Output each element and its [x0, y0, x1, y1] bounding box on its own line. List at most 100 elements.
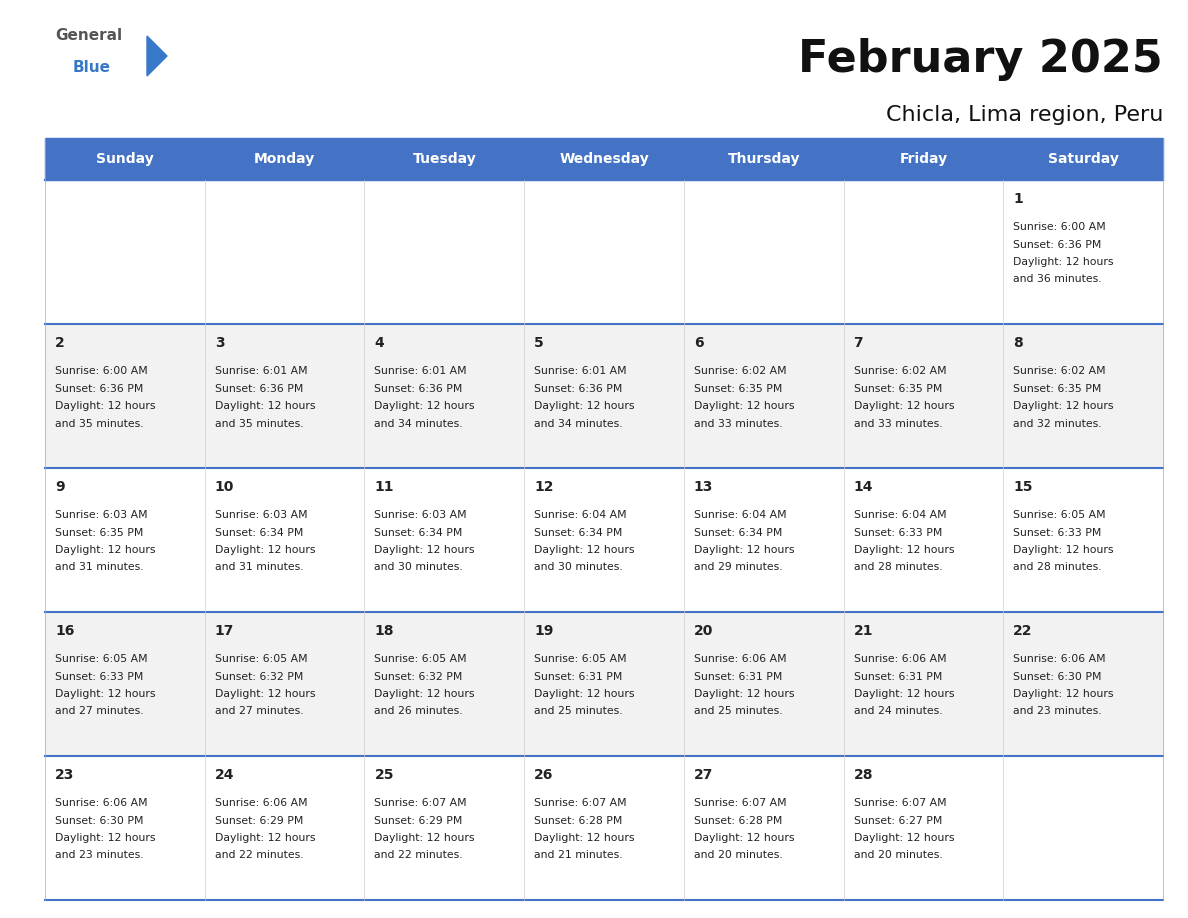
- Text: Sunrise: 6:06 AM: Sunrise: 6:06 AM: [55, 798, 147, 808]
- Text: Sunrise: 6:05 AM: Sunrise: 6:05 AM: [1013, 510, 1106, 520]
- Text: Daylight: 12 hours: Daylight: 12 hours: [694, 689, 795, 699]
- Text: Daylight: 12 hours: Daylight: 12 hours: [853, 689, 954, 699]
- Text: Sunset: 6:34 PM: Sunset: 6:34 PM: [374, 528, 463, 538]
- Polygon shape: [147, 36, 168, 76]
- Text: February 2025: February 2025: [798, 38, 1163, 81]
- Text: Sunset: 6:33 PM: Sunset: 6:33 PM: [55, 671, 144, 681]
- Text: Sunrise: 6:07 AM: Sunrise: 6:07 AM: [853, 798, 946, 808]
- Text: Daylight: 12 hours: Daylight: 12 hours: [1013, 545, 1114, 555]
- Text: 4: 4: [374, 336, 384, 350]
- Text: Tuesday: Tuesday: [412, 152, 476, 166]
- Bar: [45, 324, 1163, 468]
- Text: Sunrise: 6:04 AM: Sunrise: 6:04 AM: [535, 510, 627, 520]
- Text: Daylight: 12 hours: Daylight: 12 hours: [853, 401, 954, 411]
- Text: Sunset: 6:33 PM: Sunset: 6:33 PM: [853, 528, 942, 538]
- Text: Sunset: 6:34 PM: Sunset: 6:34 PM: [535, 528, 623, 538]
- Text: Thursday: Thursday: [727, 152, 800, 166]
- Text: Daylight: 12 hours: Daylight: 12 hours: [853, 545, 954, 555]
- Text: and 33 minutes.: and 33 minutes.: [853, 419, 942, 429]
- Text: Sunset: 6:34 PM: Sunset: 6:34 PM: [215, 528, 303, 538]
- Text: 21: 21: [853, 624, 873, 638]
- Text: Sunrise: 6:05 AM: Sunrise: 6:05 AM: [374, 654, 467, 664]
- Text: Sunrise: 6:00 AM: Sunrise: 6:00 AM: [55, 366, 147, 376]
- Bar: [45, 612, 1163, 756]
- Text: Sunset: 6:31 PM: Sunset: 6:31 PM: [535, 671, 623, 681]
- Text: and 27 minutes.: and 27 minutes.: [215, 707, 303, 717]
- Text: Sunrise: 6:02 AM: Sunrise: 6:02 AM: [694, 366, 786, 376]
- Bar: [45, 468, 1163, 612]
- Bar: [45, 180, 1163, 324]
- Text: Sunset: 6:35 PM: Sunset: 6:35 PM: [694, 384, 782, 394]
- Text: Daylight: 12 hours: Daylight: 12 hours: [535, 545, 634, 555]
- Text: Sunset: 6:30 PM: Sunset: 6:30 PM: [55, 815, 144, 825]
- Text: Daylight: 12 hours: Daylight: 12 hours: [374, 689, 475, 699]
- Text: Sunset: 6:36 PM: Sunset: 6:36 PM: [55, 384, 144, 394]
- Text: and 29 minutes.: and 29 minutes.: [694, 563, 783, 573]
- Text: Sunset: 6:29 PM: Sunset: 6:29 PM: [215, 815, 303, 825]
- Text: Sunrise: 6:03 AM: Sunrise: 6:03 AM: [55, 510, 147, 520]
- Text: Sunset: 6:35 PM: Sunset: 6:35 PM: [853, 384, 942, 394]
- Text: Sunrise: 6:05 AM: Sunrise: 6:05 AM: [215, 654, 308, 664]
- Text: 14: 14: [853, 480, 873, 494]
- Text: Daylight: 12 hours: Daylight: 12 hours: [1013, 689, 1114, 699]
- Text: 27: 27: [694, 768, 713, 782]
- Text: Sunset: 6:33 PM: Sunset: 6:33 PM: [1013, 528, 1101, 538]
- Text: Sunset: 6:35 PM: Sunset: 6:35 PM: [55, 528, 144, 538]
- Text: Daylight: 12 hours: Daylight: 12 hours: [215, 401, 315, 411]
- Text: Sunrise: 6:06 AM: Sunrise: 6:06 AM: [1013, 654, 1106, 664]
- Text: and 28 minutes.: and 28 minutes.: [853, 563, 942, 573]
- Text: and 20 minutes.: and 20 minutes.: [694, 850, 783, 860]
- Text: and 36 minutes.: and 36 minutes.: [1013, 274, 1102, 285]
- Text: Daylight: 12 hours: Daylight: 12 hours: [215, 545, 315, 555]
- Text: 17: 17: [215, 624, 234, 638]
- Bar: [45, 756, 1163, 900]
- Text: Sunrise: 6:05 AM: Sunrise: 6:05 AM: [535, 654, 627, 664]
- Text: Sunset: 6:36 PM: Sunset: 6:36 PM: [374, 384, 463, 394]
- Text: 2: 2: [55, 336, 65, 350]
- Text: 25: 25: [374, 768, 394, 782]
- Text: and 24 minutes.: and 24 minutes.: [853, 707, 942, 717]
- Text: Daylight: 12 hours: Daylight: 12 hours: [1013, 257, 1114, 267]
- Text: Sunset: 6:36 PM: Sunset: 6:36 PM: [1013, 240, 1101, 250]
- Text: Daylight: 12 hours: Daylight: 12 hours: [374, 545, 475, 555]
- Text: Saturday: Saturday: [1048, 152, 1119, 166]
- Text: Daylight: 12 hours: Daylight: 12 hours: [55, 833, 156, 843]
- Text: Sunrise: 6:01 AM: Sunrise: 6:01 AM: [535, 366, 627, 376]
- Text: 26: 26: [535, 768, 554, 782]
- Text: 10: 10: [215, 480, 234, 494]
- Text: 3: 3: [215, 336, 225, 350]
- Text: Sunset: 6:28 PM: Sunset: 6:28 PM: [535, 815, 623, 825]
- Text: Sunrise: 6:07 AM: Sunrise: 6:07 AM: [694, 798, 786, 808]
- Text: Daylight: 12 hours: Daylight: 12 hours: [374, 401, 475, 411]
- Text: Sunset: 6:36 PM: Sunset: 6:36 PM: [215, 384, 303, 394]
- Text: 13: 13: [694, 480, 713, 494]
- Text: and 28 minutes.: and 28 minutes.: [1013, 563, 1102, 573]
- Text: and 33 minutes.: and 33 minutes.: [694, 419, 783, 429]
- Text: and 34 minutes.: and 34 minutes.: [535, 419, 623, 429]
- Text: 9: 9: [55, 480, 64, 494]
- Text: and 25 minutes.: and 25 minutes.: [694, 707, 783, 717]
- Text: Daylight: 12 hours: Daylight: 12 hours: [55, 545, 156, 555]
- Text: 6: 6: [694, 336, 703, 350]
- Text: Sunrise: 6:06 AM: Sunrise: 6:06 AM: [853, 654, 946, 664]
- Text: Daylight: 12 hours: Daylight: 12 hours: [215, 833, 315, 843]
- Text: Sunset: 6:27 PM: Sunset: 6:27 PM: [853, 815, 942, 825]
- Text: Sunrise: 6:04 AM: Sunrise: 6:04 AM: [694, 510, 786, 520]
- Text: and 27 minutes.: and 27 minutes.: [55, 707, 144, 717]
- Text: Sunrise: 6:06 AM: Sunrise: 6:06 AM: [215, 798, 308, 808]
- Text: and 21 minutes.: and 21 minutes.: [535, 850, 623, 860]
- Text: 12: 12: [535, 480, 554, 494]
- Text: Sunrise: 6:07 AM: Sunrise: 6:07 AM: [374, 798, 467, 808]
- Text: Sunset: 6:32 PM: Sunset: 6:32 PM: [374, 671, 463, 681]
- Text: and 31 minutes.: and 31 minutes.: [215, 563, 303, 573]
- Text: Daylight: 12 hours: Daylight: 12 hours: [1013, 401, 1114, 411]
- Text: Sunset: 6:34 PM: Sunset: 6:34 PM: [694, 528, 782, 538]
- Text: and 32 minutes.: and 32 minutes.: [1013, 419, 1102, 429]
- Text: Monday: Monday: [254, 152, 315, 166]
- Text: Sunrise: 6:02 AM: Sunrise: 6:02 AM: [1013, 366, 1106, 376]
- Text: Sunrise: 6:07 AM: Sunrise: 6:07 AM: [535, 798, 627, 808]
- Text: Sunset: 6:31 PM: Sunset: 6:31 PM: [694, 671, 782, 681]
- Text: 23: 23: [55, 768, 75, 782]
- Text: and 22 minutes.: and 22 minutes.: [374, 850, 463, 860]
- Bar: [45, 138, 1163, 180]
